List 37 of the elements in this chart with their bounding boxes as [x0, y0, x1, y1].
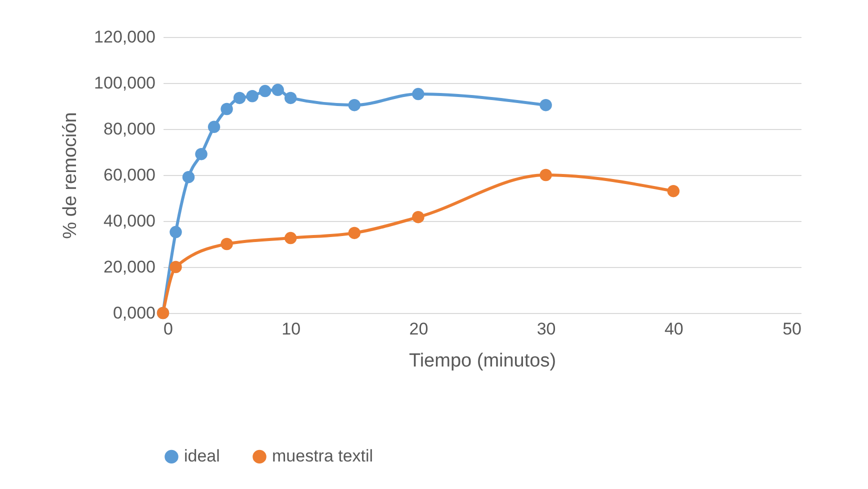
- point: [667, 184, 680, 198]
- y-tick-label: 20,000: [104, 258, 156, 276]
- point: [540, 168, 552, 182]
- x-tick-label: 10: [282, 320, 301, 338]
- x-tick-label: 0: [164, 320, 173, 338]
- point: [258, 84, 272, 98]
- point: [412, 88, 424, 100]
- x-tick-label: 50: [782, 320, 802, 338]
- point: [233, 92, 246, 104]
- point: [284, 92, 297, 104]
- y-tick-label: 60,000: [104, 166, 156, 184]
- y-axis-title: % de remoción: [60, 112, 82, 239]
- y-tick-label: 120,000: [94, 28, 156, 46]
- point: [170, 260, 182, 274]
- y-tick-label: 80,000: [104, 120, 156, 138]
- legend-label: ideal: [184, 446, 220, 466]
- x-tick-label: 30: [536, 320, 556, 338]
- point: [220, 102, 233, 116]
- y-tick-label: 0,000: [112, 304, 156, 322]
- point: [348, 226, 361, 240]
- point: [272, 84, 284, 96]
- point: [182, 170, 195, 184]
- point: [540, 98, 552, 112]
- point: [195, 148, 208, 160]
- point: [348, 98, 361, 112]
- y-tick-label: 40,000: [104, 212, 156, 230]
- x-tick-label: 40: [664, 320, 684, 338]
- x-tick-label: 20: [409, 320, 428, 338]
- point: [246, 90, 258, 102]
- point: [170, 226, 182, 238]
- legend-label: muestra textil: [272, 446, 374, 466]
- point: [412, 210, 424, 224]
- point: [220, 238, 233, 250]
- point: [284, 232, 297, 244]
- x-axis-title: Tiempo (minutos): [408, 350, 556, 372]
- point: [208, 120, 220, 134]
- y-tick-label: 100,000: [94, 74, 156, 92]
